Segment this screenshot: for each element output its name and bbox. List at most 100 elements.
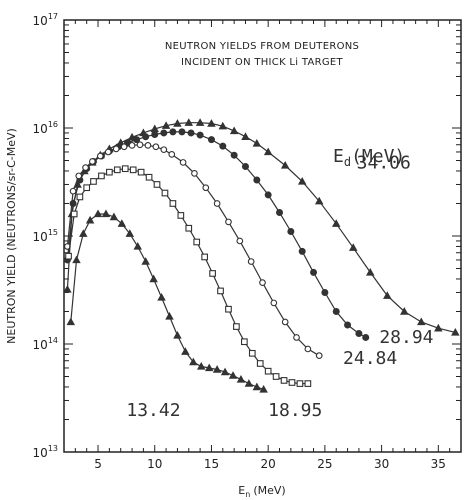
data-point — [314, 196, 324, 205]
data-point — [76, 193, 84, 201]
data-point — [263, 147, 273, 156]
data-point — [233, 323, 240, 330]
series-28.94 — [63, 128, 370, 341]
data-point — [293, 334, 300, 341]
data-point — [212, 365, 222, 373]
x-axis-title-unit: (MeV) — [253, 484, 285, 497]
data-point — [252, 138, 262, 147]
data-point — [225, 218, 232, 226]
y-tick-label: 1014 — [33, 336, 58, 352]
chart-title-line-2: INCIDENT ON THICK Li TARGET — [181, 57, 343, 68]
y-tick-label-base: 10 — [33, 122, 48, 136]
data-point — [225, 305, 232, 313]
x-tick-label: 10 — [147, 457, 162, 471]
data-point — [191, 170, 198, 177]
data-point — [133, 242, 142, 250]
data-point — [85, 215, 95, 224]
data-point — [133, 136, 141, 144]
data-point — [120, 143, 128, 151]
data-point — [230, 151, 238, 159]
legend-title-main: E — [333, 146, 344, 167]
data-point — [72, 255, 81, 264]
y-tick-label-exponent: 17 — [48, 12, 58, 21]
data-point — [400, 307, 409, 315]
data-point — [281, 318, 289, 326]
data-point — [151, 131, 159, 139]
y-tick-label-base: 10 — [33, 446, 48, 460]
series-line — [70, 213, 264, 390]
data-point — [451, 327, 460, 336]
data-point — [297, 177, 307, 185]
y-tick-label-exponent: 14 — [48, 336, 58, 345]
data-point — [90, 178, 97, 185]
data-point — [236, 237, 244, 245]
y-tick-label-base: 10 — [33, 230, 48, 244]
data-point — [82, 164, 89, 171]
data-point — [83, 184, 91, 192]
data-point — [189, 357, 198, 366]
series-label-13.42: 13.42 — [126, 400, 180, 421]
legend-title: Ed(MeV) — [333, 146, 405, 169]
x-tick-label: 5 — [94, 457, 102, 471]
data-point — [256, 360, 264, 367]
data-point — [96, 152, 104, 160]
x-tick-label: 15 — [204, 457, 219, 471]
data-point — [63, 285, 72, 293]
data-point — [142, 133, 150, 141]
y-tick-label: 1016 — [33, 120, 58, 136]
data-point — [65, 252, 72, 260]
data-point — [209, 270, 216, 277]
data-point — [169, 200, 177, 207]
data-point — [219, 142, 227, 150]
data-point — [181, 347, 190, 355]
data-point — [160, 129, 168, 137]
data-point — [129, 166, 137, 174]
y-tick-label-exponent: 13 — [48, 444, 58, 453]
x-tick-label: 25 — [317, 457, 332, 471]
data-point — [79, 229, 88, 237]
data-point — [276, 209, 284, 217]
y-tick-label-exponent: 15 — [48, 228, 58, 237]
data-point — [228, 371, 238, 379]
data-point — [69, 187, 77, 195]
y-tick-label: 1017 — [33, 12, 58, 28]
data-point — [218, 121, 228, 130]
data-point — [185, 224, 193, 232]
data-point — [195, 118, 205, 126]
data-point — [241, 338, 248, 346]
data-point — [173, 119, 182, 127]
series-label-28.94: 28.94 — [379, 327, 433, 348]
data-point — [196, 361, 206, 370]
x-tick-label: 20 — [261, 457, 276, 471]
data-point — [106, 168, 113, 176]
data-point — [310, 268, 318, 276]
data-point — [109, 212, 119, 221]
data-point — [259, 384, 268, 393]
data-point — [204, 363, 214, 372]
data-point — [259, 279, 266, 286]
x-tick-label: 35 — [431, 457, 446, 471]
data-point — [160, 146, 168, 154]
data-point — [184, 118, 194, 126]
data-point — [207, 136, 215, 144]
data-point — [70, 210, 78, 218]
legend-title-sub: d — [344, 155, 351, 169]
series-13.42 — [66, 209, 268, 393]
y-tick-label-exponent: 16 — [48, 120, 58, 129]
data-point — [217, 287, 224, 295]
data-point — [161, 121, 171, 129]
data-point — [113, 166, 121, 174]
data-point — [304, 380, 312, 387]
data-point — [248, 349, 256, 357]
y-axis-title: NEUTRON YIELD (NEUTRONS/sr-C-MeV) — [5, 128, 18, 344]
data-point — [270, 299, 278, 307]
data-point — [241, 132, 250, 140]
data-point — [272, 373, 280, 380]
data-point — [321, 288, 329, 296]
y-tick-label: 1013 — [33, 444, 58, 460]
y-tick-label: 1015 — [33, 228, 58, 244]
data-point — [141, 257, 150, 265]
data-point — [121, 165, 129, 173]
data-point — [417, 317, 426, 326]
